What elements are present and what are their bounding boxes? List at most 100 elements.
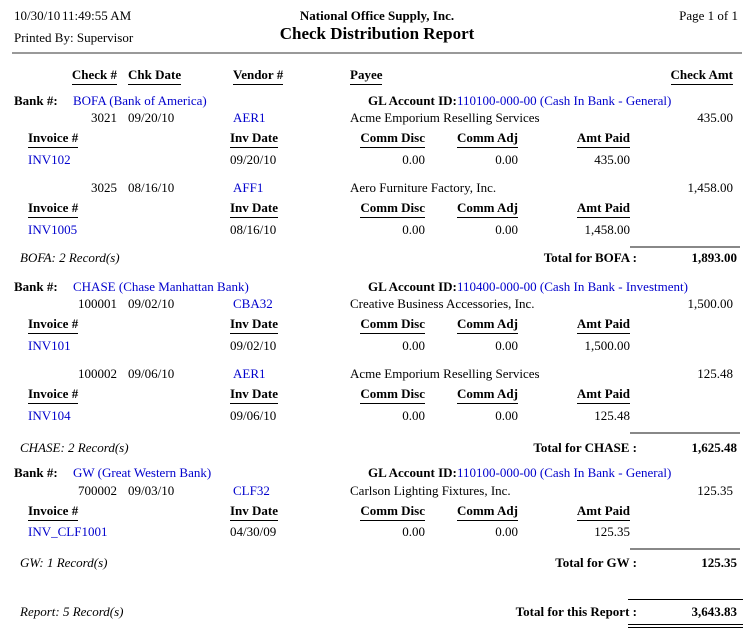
vendor-id-link[interactable]: CLF32: [233, 483, 270, 498]
check-date: 09/03/10: [128, 483, 175, 498]
col-header-vendor-no: Vendor #: [233, 67, 323, 85]
check-amount: 1,458.00: [687, 180, 734, 195]
gl-account-link[interactable]: 110100-000-00 (Cash In Bank - General): [457, 93, 672, 108]
bank-total-label: Total for GW :: [555, 555, 637, 570]
gl-account-link[interactable]: 110400-000-00 (Cash In Bank - Investment…: [457, 279, 688, 294]
comm-adj-value: 0.00: [495, 222, 518, 237]
comm-adj-value: 0.00: [495, 524, 518, 539]
bank-id-link[interactable]: BOFA (Bank of America): [73, 93, 207, 108]
invoice-number-link[interactable]: INV1005: [28, 222, 78, 237]
invoice-date: 09/20/10: [230, 152, 277, 167]
bank-total-label: Total for CHASE :: [533, 440, 637, 455]
amt-paid-value: 435.00: [594, 152, 630, 167]
col-header-inv-date: Inv Date: [230, 386, 305, 404]
col-header-invoice-no: Invoice #: [28, 130, 168, 148]
report-total-value: 3,643.83: [691, 604, 738, 619]
col-header-inv-date: Inv Date: [230, 503, 305, 521]
invoice-number-link[interactable]: INV104: [28, 408, 71, 423]
comm-adj-value: 0.00: [495, 152, 518, 167]
report-total-top-rule: [628, 599, 743, 600]
check-row: 100002 09/06/10 AER1 Acme Emporium Resel…: [0, 366, 754, 383]
check-number: 3025: [91, 180, 117, 195]
col-header-comm-disc: Comm Disc: [330, 130, 425, 148]
invoice-header-row: Invoice # Inv Date Comm Disc Comm Adj Am…: [0, 386, 754, 404]
check-amount: 435.00: [697, 110, 733, 125]
check-number: 700002: [78, 483, 117, 498]
col-header-chk-date: Chk Date: [128, 67, 198, 85]
bank-total-value: 1,893.00: [691, 250, 738, 265]
check-date: 09/02/10: [128, 296, 175, 311]
gl-account-link[interactable]: 110100-000-00 (Cash In Bank - General): [457, 465, 672, 480]
bank-record-count: BOFA: 2 Record(s): [20, 250, 120, 265]
col-header-amt-paid: Amt Paid: [530, 503, 630, 521]
bank-record-count: CHASE: 2 Record(s): [20, 440, 129, 455]
bank-total-value: 125.35: [701, 555, 737, 570]
bank-total-row: CHASE: 2 Record(s) Total for CHASE : 1,6…: [0, 440, 754, 457]
col-header-amt-paid: Amt Paid: [530, 386, 630, 404]
col-header-amt-paid: Amt Paid: [530, 130, 630, 148]
amt-paid-value: 1,500.00: [584, 338, 631, 353]
bank-total-value: 1,625.48: [691, 440, 738, 455]
bank-total-separator: [630, 432, 740, 434]
bank-total-separator: [630, 246, 740, 248]
report-total-row: Report: 5 Record(s) Total for this Repor…: [0, 604, 754, 621]
gl-account-label: GL Account ID:: [368, 465, 457, 480]
vendor-id-link[interactable]: AFF1: [233, 180, 264, 195]
bank-total-separator: [630, 548, 740, 550]
invoice-number-link[interactable]: INV_CLF1001: [28, 524, 108, 539]
invoice-date: 04/30/09: [230, 524, 277, 539]
printed-by: Printed By: Supervisor: [14, 30, 134, 45]
check-number: 100002: [78, 366, 117, 381]
page-header-line1: 10/30/10 11:49:55 AM National Office Sup…: [0, 8, 754, 25]
check-number: 100001: [78, 296, 117, 311]
invoice-date: 09/02/10: [230, 338, 277, 353]
amt-paid-value: 125.35: [594, 524, 630, 539]
payee-name: Acme Emporium Reselling Services: [350, 366, 540, 381]
bank-number-label: Bank #:: [14, 465, 58, 480]
col-header-comm-disc: Comm Disc: [330, 386, 425, 404]
vendor-id-link[interactable]: CBA32: [233, 296, 273, 311]
bank-total-row: BOFA: 2 Record(s) Total for BOFA : 1,893…: [0, 250, 754, 267]
bank-id-link[interactable]: GW (Great Western Bank): [73, 465, 212, 480]
col-header-comm-adj: Comm Adj: [428, 316, 518, 334]
print-date: 10/30/10: [14, 8, 61, 23]
check-number: 3021: [91, 110, 117, 125]
column-header-row: Check # Chk Date Vendor # Payee Check Am…: [0, 67, 754, 85]
check-row: 100001 09/02/10 CBA32 Creative Business …: [0, 296, 754, 313]
invoice-number-link[interactable]: INV101: [28, 338, 71, 353]
col-header-payee: Payee: [350, 67, 630, 85]
invoice-row: INV1005 08/16/10 0.00 0.00 1,458.00: [0, 222, 754, 239]
check-row: 3021 09/20/10 AER1 Acme Emporium Reselli…: [0, 110, 754, 127]
comm-adj-value: 0.00: [495, 338, 518, 353]
col-header-comm-disc: Comm Disc: [330, 503, 425, 521]
payee-name: Acme Emporium Reselling Services: [350, 110, 540, 125]
invoice-header-row: Invoice # Inv Date Comm Disc Comm Adj Am…: [0, 130, 754, 148]
check-row: 3025 08/16/10 AFF1 Aero Furniture Factor…: [0, 180, 754, 197]
vendor-id-link[interactable]: AER1: [233, 110, 266, 125]
check-date: 09/06/10: [128, 366, 175, 381]
bank-header-row: Bank #: BOFA (Bank of America) GL Accoun…: [0, 93, 754, 110]
col-header-inv-date: Inv Date: [230, 316, 305, 334]
check-date: 08/16/10: [128, 180, 175, 195]
col-header-check-amt: Check Amt: [600, 67, 733, 85]
invoice-header-row: Invoice # Inv Date Comm Disc Comm Adj Am…: [0, 503, 754, 521]
col-header-inv-date: Inv Date: [230, 130, 305, 148]
vendor-id-link[interactable]: AER1: [233, 366, 266, 381]
col-header-check-no: Check #: [40, 67, 117, 85]
bank-total-row: GW: 1 Record(s) Total for GW : 125.35: [0, 555, 754, 572]
gl-account-label: GL Account ID:: [368, 279, 457, 294]
bank-header-row: Bank #: CHASE (Chase Manhattan Bank) GL …: [0, 279, 754, 296]
header-rule: [12, 52, 742, 54]
invoice-row: INV_CLF1001 04/30/09 0.00 0.00 125.35: [0, 524, 754, 541]
check-amount: 125.48: [697, 366, 733, 381]
invoice-date: 08/16/10: [230, 222, 277, 237]
invoice-number-link[interactable]: INV102: [28, 152, 71, 167]
comm-disc-value: 0.00: [402, 338, 425, 353]
col-header-comm-adj: Comm Adj: [428, 200, 518, 218]
print-time: 11:49:55 AM: [62, 8, 132, 23]
bank-number-label: Bank #:: [14, 93, 58, 108]
bank-id-link[interactable]: CHASE (Chase Manhattan Bank): [73, 279, 249, 294]
comm-disc-value: 0.00: [402, 152, 425, 167]
col-header-amt-paid: Amt Paid: [530, 200, 630, 218]
